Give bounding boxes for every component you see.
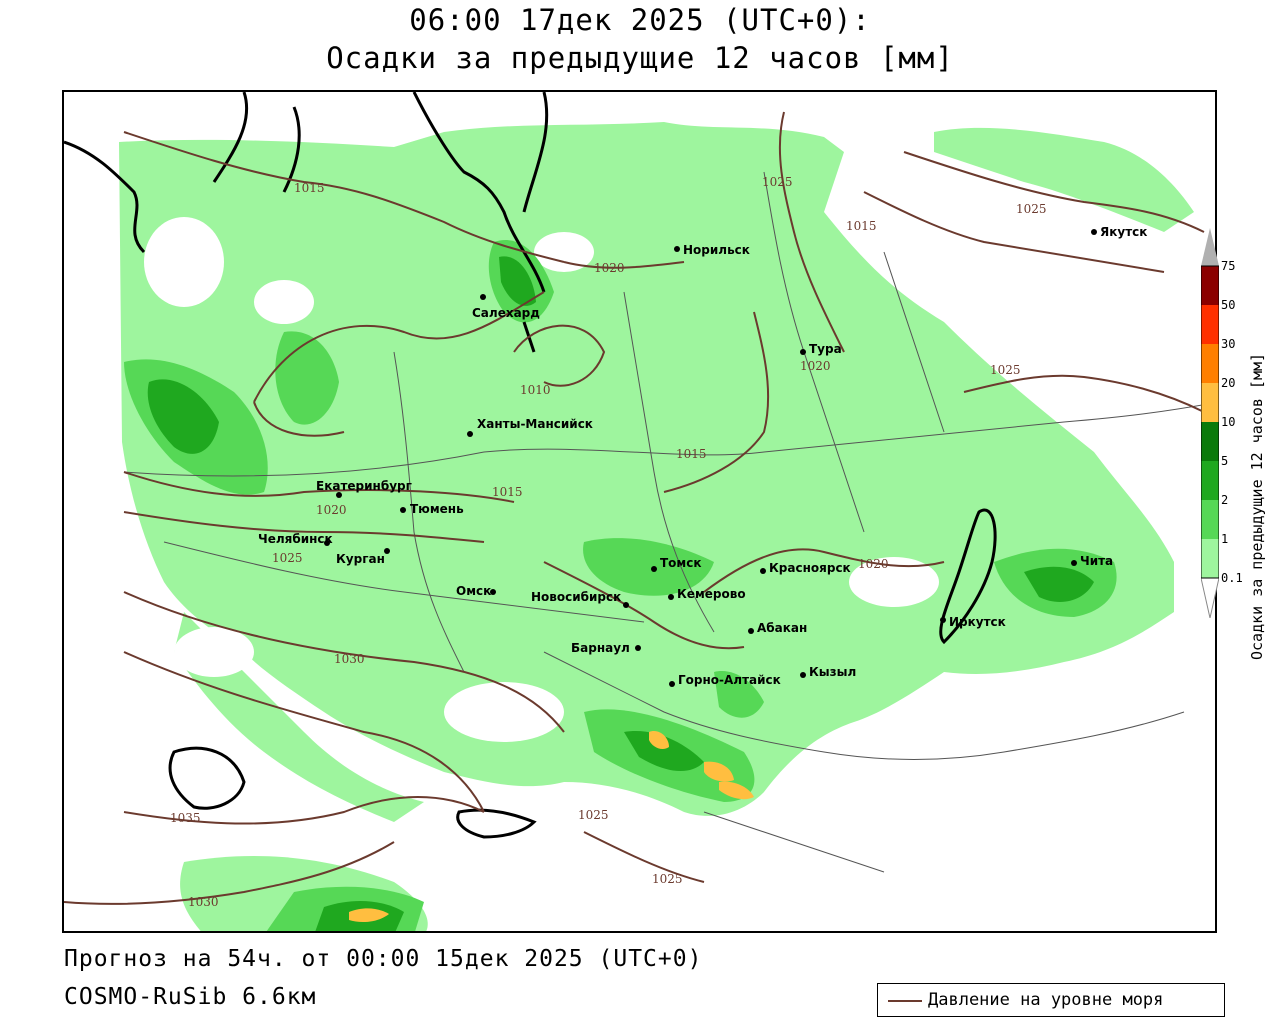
city-marker [467, 431, 473, 437]
city-marker [800, 349, 806, 355]
model-name: COSMO-RuSib 6.6км [64, 984, 317, 1010]
city-label: Томск [660, 556, 702, 570]
isobar-label: 1015 [676, 447, 707, 461]
city-label: Ханты-Мансийск [477, 417, 593, 431]
city-marker [748, 628, 754, 634]
colorbar-tick: 10 [1221, 415, 1236, 429]
colorbar-swatch [1201, 422, 1219, 461]
city-label: Иркутск [949, 615, 1006, 629]
isobar-label: 1020 [858, 557, 889, 571]
city-label: Екатеринбург [316, 479, 412, 493]
isobar-legend: Давление на уровне моря [877, 983, 1225, 1017]
precipitation-map: 1015 1020 1025 1015 1010 1015 1020 1025 … [62, 90, 1217, 933]
isobar-label: 1030 [334, 652, 365, 666]
city-marker [760, 568, 766, 574]
isobar-label: 1020 [316, 503, 347, 517]
city-label: Омск [456, 584, 491, 598]
isobar-label: 1025 [652, 872, 683, 886]
city-label: Тура [809, 342, 842, 356]
colorbar-swatch [1201, 383, 1219, 422]
colorbar-tick: 5 [1221, 454, 1229, 468]
isobar-label: 1025 [990, 363, 1021, 377]
precip-heavy-areas [147, 256, 1094, 931]
colorbar-tick: 1 [1221, 532, 1229, 546]
map-title-variable: Осадки за предыдущие 12 часов [мм] [326, 41, 954, 75]
city-marker [940, 617, 946, 623]
city-marker [623, 602, 629, 608]
isobar-label: 1025 [1016, 202, 1047, 216]
precip-light-areas [119, 122, 1194, 931]
isobars [64, 111, 1205, 905]
isobar-label: 1015 [492, 485, 523, 499]
precip-gaps [144, 217, 1164, 742]
region-borders [123, 171, 1215, 873]
isobar-label: 1025 [578, 808, 609, 822]
isobar-legend-line [888, 1000, 922, 1002]
city-marker [384, 548, 390, 554]
isobar-label: 1020 [594, 261, 625, 275]
colorbar-tick: 2 [1221, 493, 1229, 507]
colorbar-top-arrow [1201, 228, 1219, 266]
city-label: Новосибирск [531, 590, 621, 604]
cities: Якутск Норильск Салехард Тура Ханты-Манс… [258, 225, 1147, 687]
colorbar-swatch [1201, 305, 1219, 344]
isobar-label: 1010 [520, 383, 551, 397]
city-label: Челябинск [258, 532, 333, 546]
city-marker [336, 492, 342, 498]
precip-very-heavy-areas [349, 731, 754, 922]
colorbar-tick: 50 [1221, 298, 1236, 312]
city-label: Якутск [1100, 225, 1147, 239]
city-marker [674, 246, 680, 252]
city-label: Барнаул [571, 641, 630, 655]
city-label: Курган [336, 552, 385, 566]
city-marker [669, 681, 675, 687]
map-title-time: 06:00 17дек 2025 (UTC+0): [409, 3, 871, 37]
colorbar-tick: 30 [1221, 337, 1236, 351]
isobar-label: 1035 [170, 811, 201, 825]
city-marker [800, 672, 806, 678]
city-label: Кызыл [809, 665, 856, 679]
city-label: Абакан [757, 621, 807, 635]
city-marker [668, 594, 674, 600]
colorbar-tick: 75 [1221, 259, 1236, 273]
colorbar-title: Осадки за предыдущие 12 часов [мм] [1248, 352, 1266, 660]
city-label: Норильск [683, 243, 750, 257]
isobar-label: 1020 [800, 359, 831, 373]
city-label: Салехард [472, 306, 540, 320]
isobar-label: 1030 [188, 895, 219, 909]
isobar-label: 1025 [762, 175, 793, 189]
city-label: Красноярск [769, 561, 851, 575]
isobar-legend-label: Давление на уровне моря [928, 990, 1164, 1010]
colorbar-tick: 20 [1221, 376, 1236, 390]
forecast-info: Прогноз на 54ч. от 00:00 15дек 2025 (UTC… [64, 946, 703, 972]
city-marker [480, 294, 486, 300]
colorbar-swatch [1201, 539, 1219, 578]
colorbar-swatch [1201, 461, 1219, 500]
isobar-label: 1015 [846, 219, 877, 233]
city-marker [400, 507, 406, 513]
isobar-labels: 1015 1020 1025 1015 1010 1015 1020 1025 … [170, 175, 1047, 909]
city-label: Кемерово [677, 587, 746, 601]
city-marker [635, 645, 641, 651]
city-label: Чита [1080, 554, 1113, 568]
colorbar-tick: 0.1 [1221, 571, 1243, 585]
city-label: Тюмень [410, 502, 464, 516]
city-marker [324, 540, 330, 546]
isobar-label: 1015 [294, 181, 325, 195]
colorbar-bottom-arrow [1201, 577, 1219, 618]
precip-colorbar [1201, 228, 1219, 618]
colorbar-swatch [1201, 266, 1219, 305]
colorbar-swatch [1201, 500, 1219, 539]
isobar-label: 1025 [272, 551, 303, 565]
city-label: Горно-Алтайск [678, 673, 781, 687]
city-marker [490, 589, 496, 595]
colorbar-swatch [1201, 344, 1219, 383]
city-marker [651, 566, 657, 572]
city-marker [1091, 229, 1097, 235]
coastlines [64, 92, 997, 839]
city-marker [1071, 560, 1077, 566]
